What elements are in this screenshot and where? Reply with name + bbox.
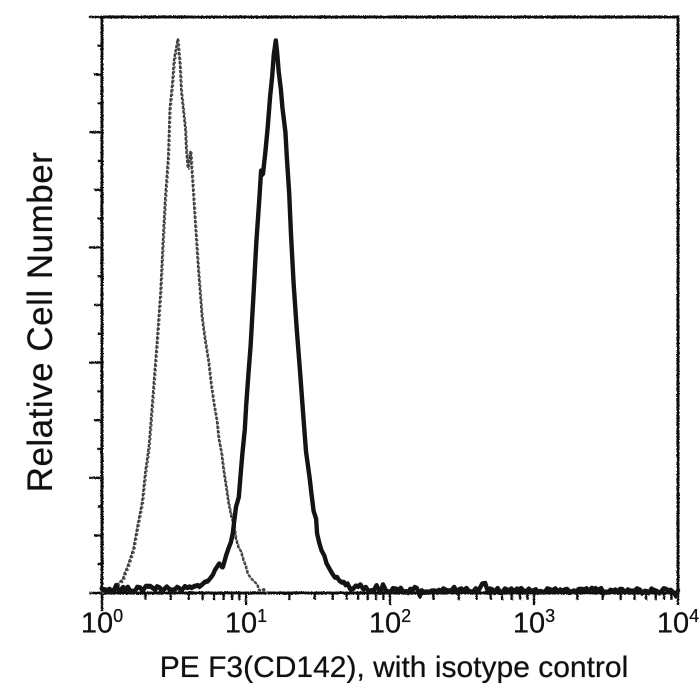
isotype-control-curve — [100, 37, 269, 595]
x-tick-label-10e0: 100 — [80, 606, 124, 640]
x-tick-label-10e3: 103 — [512, 606, 556, 640]
y-axis-title: Relative Cell Number — [21, 151, 60, 493]
x-axis-ticks — [100, 593, 680, 605]
histogram-curves — [99, 37, 681, 599]
x-axis-title: PE F3(CD142), with isotype control — [159, 651, 629, 684]
x-tick-label-10e1: 101 — [224, 606, 268, 640]
cd142-curve — [99, 38, 681, 599]
x-tick-label-10e4: 104 — [656, 606, 700, 640]
y-axis-ticks — [89, 15, 102, 595]
axes — [89, 15, 680, 611]
x-tick-label-10e2: 102 — [368, 606, 412, 640]
